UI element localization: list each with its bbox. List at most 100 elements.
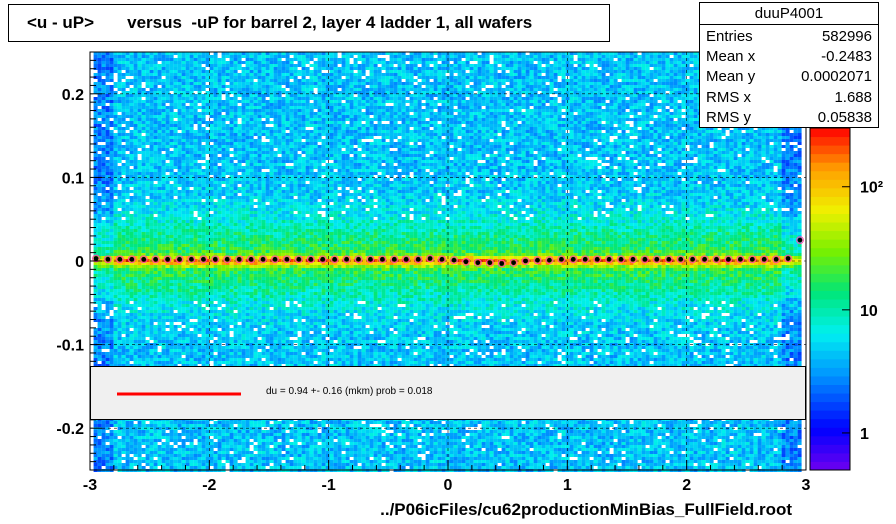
heatmap-cell [689,115,694,118]
heatmap-cell [677,136,682,139]
heatmap-cell [217,127,222,130]
heatmap-cell [125,52,130,55]
heatmap-cell [525,139,530,142]
heatmap-cell [669,124,674,127]
heatmap-cell [461,55,466,58]
heatmap-cell [573,106,578,109]
heatmap-cell [649,136,654,139]
heatmap-cell [149,127,154,130]
heatmap-cell [281,70,286,73]
heatmap-cell [581,121,586,124]
heatmap-cell [517,130,522,133]
heatmap-cell [145,91,150,94]
heatmap-cell [677,109,682,112]
heatmap-cell [681,55,686,58]
heatmap-cell [513,55,518,58]
heatmap-cell [505,61,510,64]
heatmap-cell [569,61,574,64]
heatmap-cell [637,97,642,100]
heatmap-cell [393,127,398,130]
heatmap-cell [421,73,426,76]
heatmap-cell [549,76,554,79]
heatmap-cell [373,55,378,58]
heatmap-cell [405,100,410,103]
heatmap-cell [209,58,214,61]
heatmap-cell [329,100,334,103]
heatmap-cell [653,130,658,133]
heatmap-cell [273,118,278,121]
heatmap-cell [285,70,290,73]
heatmap-cell [277,70,282,73]
heatmap-cell [777,130,782,133]
heatmap-cell [601,85,606,88]
heatmap-cell [345,100,350,103]
heatmap-cell [133,142,138,145]
heatmap-cell [305,106,310,109]
heatmap-cell [373,52,378,55]
heatmap-cell [537,85,542,88]
heatmap-cell [177,118,182,121]
heatmap-cell [413,85,418,88]
heatmap-cell [189,61,194,64]
heatmap-cell [673,106,678,109]
heatmap-cell [193,136,198,139]
heatmap-cell [449,94,454,97]
heatmap-cell [597,79,602,82]
heatmap-cell [269,115,274,118]
heatmap-cell [301,79,306,82]
heatmap-cell [397,112,402,115]
heatmap-cell [201,127,206,130]
heatmap-cell [477,112,482,115]
heatmap-cell [649,133,654,136]
heatmap-cell [645,127,650,130]
heatmap-cell [517,115,522,118]
heatmap-cell [649,85,654,88]
heatmap-cell [561,97,566,100]
heatmap-cell [429,94,434,97]
heatmap-cell [209,124,214,127]
heatmap-cell [481,130,486,133]
heatmap-cell [105,133,110,136]
heatmap-cell [101,121,106,124]
heatmap-cell [661,91,666,94]
heatmap-cell [157,115,162,118]
heatmap-cell [193,106,198,109]
heatmap-cell [589,97,594,100]
heatmap-cell [669,94,674,97]
heatmap-cell [785,133,790,136]
heatmap-cell [429,121,434,124]
heatmap-cell [489,127,494,130]
heatmap-cell [193,115,198,118]
heatmap-cell [689,133,694,136]
heatmap-cell [465,94,470,97]
heatmap-cell [453,115,458,118]
heatmap-cell [301,121,306,124]
heatmap-cell [561,52,566,55]
heatmap-cell [257,79,262,82]
heatmap-cell [141,55,146,58]
heatmap-cell [673,52,678,55]
heatmap-cell [245,76,250,79]
heatmap-cell [549,112,554,115]
heatmap-cell [321,85,326,88]
heatmap-cell [605,85,610,88]
heatmap-cell [481,97,486,100]
heatmap-cell [445,88,450,91]
heatmap-cell [781,130,786,133]
heatmap-cell [569,52,574,55]
heatmap-cell [221,55,226,58]
heatmap-cell [237,136,242,139]
heatmap-cell [561,67,566,70]
heatmap-cell [365,136,370,139]
heatmap-cell [777,127,782,130]
heatmap-cell [165,55,170,58]
heatmap-cell [293,67,298,70]
heatmap-cell [533,94,538,97]
heatmap-cell [613,115,618,118]
heatmap-cell [157,112,162,115]
heatmap-cell [685,55,690,58]
heatmap-cell [217,91,222,94]
heatmap-cell [573,76,578,79]
heatmap-cell [789,136,794,139]
heatmap-cell [645,52,650,55]
